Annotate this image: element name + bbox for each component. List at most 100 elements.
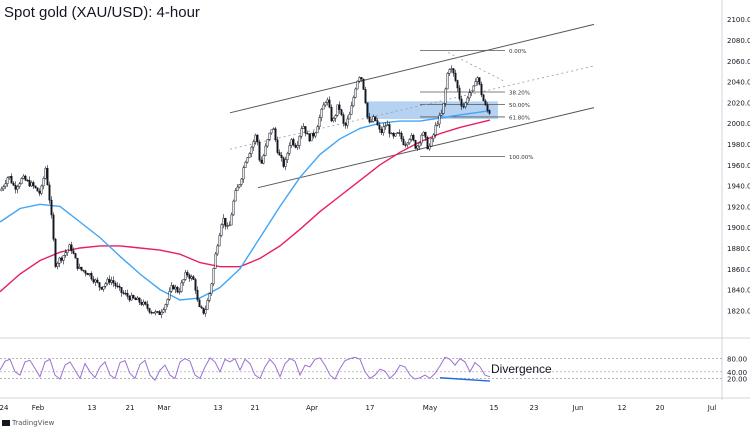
candle-body (180, 282, 183, 292)
candle-body (24, 175, 27, 181)
candle-body (78, 266, 81, 269)
x-tick-label: 21 (251, 404, 260, 412)
candle-body (392, 132, 395, 137)
candle-body (106, 278, 109, 284)
divergence-line (439, 377, 491, 382)
candle-body (86, 273, 89, 276)
candle-body (58, 257, 61, 264)
candle-body (458, 87, 461, 100)
candle-body (332, 117, 335, 122)
candle-body (268, 132, 271, 140)
candle-body (82, 269, 85, 272)
candle-body (378, 124, 381, 130)
candle-body (326, 99, 329, 103)
candle-body (280, 154, 283, 158)
candle-body (120, 287, 123, 293)
y-tick-label: 1920.000 (727, 203, 750, 211)
candle-body (30, 182, 33, 187)
candle-body (342, 114, 345, 124)
x-tick-label: 21 (126, 404, 135, 412)
candle-body (468, 92, 471, 99)
candle-body (400, 132, 403, 140)
candle-body (158, 311, 161, 315)
candle-body (360, 77, 363, 80)
x-tick-label: Jun (572, 404, 584, 412)
candle-body (298, 135, 301, 146)
y-tick-label: 1960.000 (727, 162, 750, 170)
candle-body (346, 118, 349, 126)
y-tick-label: 1880.000 (727, 245, 750, 253)
candle-body (466, 97, 469, 104)
candle-body (2, 186, 5, 190)
y-tick-label: 2060.000 (727, 58, 750, 66)
brand-label: TradingView (12, 419, 55, 427)
candle-body (318, 117, 321, 128)
candle-body (420, 134, 423, 144)
candle-body (98, 282, 101, 288)
candle-body (374, 116, 377, 121)
candle-body (330, 107, 333, 122)
y-tick-label: 1940.000 (727, 183, 750, 191)
candle-body (152, 312, 155, 314)
candle-body (90, 273, 93, 280)
candle-body (284, 159, 287, 167)
candle-body (178, 291, 181, 293)
candle-body (206, 300, 209, 310)
candle-body (210, 283, 213, 294)
chart-title: Spot gold (XAU/USD): 4-hour (4, 4, 200, 21)
candle-body (240, 178, 243, 185)
candle-body (50, 199, 53, 216)
candle-body (34, 185, 37, 189)
candle-body (234, 190, 237, 202)
candle-body (74, 253, 77, 259)
candle-body (100, 286, 103, 290)
x-tick-label: 24 (0, 404, 9, 412)
candle-body (126, 292, 129, 297)
candle-body (246, 157, 249, 163)
candle-body (408, 139, 411, 144)
candle-body (118, 285, 121, 288)
candle-body (190, 276, 193, 279)
tradingview-brand: TradingView (2, 419, 54, 427)
candle-body (344, 122, 347, 126)
y-tick-label: 2100.000 (727, 16, 750, 24)
support-zone (366, 101, 498, 120)
y-tick-label: 1820.000 (727, 307, 750, 315)
oscillator-level-label: 20.00 (727, 375, 747, 383)
candle-body (104, 283, 107, 287)
candle-body (478, 77, 481, 85)
fib-level-label: 100.00% (509, 155, 533, 161)
moving-average-blue-line (0, 110, 491, 301)
candle-body (382, 126, 385, 134)
candle-body (262, 155, 265, 164)
candle-body (114, 282, 117, 287)
candle-body (22, 175, 25, 179)
candle-body (184, 272, 187, 280)
candle-body (464, 102, 467, 108)
candle-body (226, 225, 229, 227)
candle-body (444, 88, 447, 104)
candle-body (398, 132, 401, 134)
divergence-annotation: Divergence (491, 362, 552, 376)
candle-body (456, 80, 459, 89)
candle-body (320, 108, 323, 118)
candle-body (146, 303, 149, 309)
candle-body (142, 301, 145, 305)
candle-body (204, 309, 207, 314)
candle-body (312, 132, 315, 137)
candle-body (436, 123, 439, 126)
candle-body (402, 138, 405, 146)
candle-body (352, 97, 355, 107)
candle-body (452, 68, 455, 74)
candle-body (434, 125, 437, 136)
candle-body (296, 145, 299, 148)
candle-body (396, 132, 399, 134)
candle-body (68, 244, 71, 251)
candle-body (140, 302, 143, 305)
candle-body (454, 72, 457, 81)
candle-body (46, 167, 49, 186)
tradingview-logo-icon (2, 420, 10, 426)
candle-body (228, 224, 231, 227)
candle-body (422, 131, 425, 136)
y-tick-label: 2020.000 (727, 99, 750, 107)
